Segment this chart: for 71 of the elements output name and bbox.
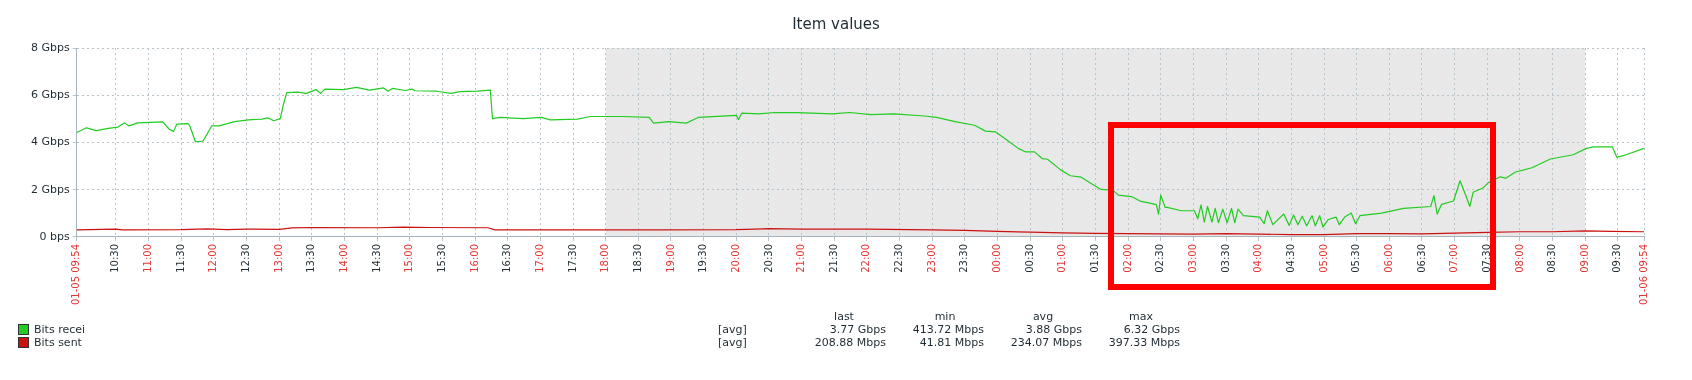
text: 41.81 Mbps (918, 336, 984, 349)
x-tick-label: 17:00 (533, 243, 545, 273)
x-tick-label: 16:30 (501, 243, 513, 273)
x-tick-label: 09:00 (1578, 243, 1590, 273)
x-tick-label: 22:30 (893, 243, 905, 273)
x-tick-label: 19:00 (664, 243, 676, 273)
text: 397.33 Mbps (1107, 336, 1180, 349)
x-tick-label: 08:30 (1546, 243, 1558, 273)
x-tick-label: 05:00 (1317, 243, 1329, 273)
x-tick-label: 06:30 (1415, 243, 1427, 273)
x-tick-label: 16:00 (468, 243, 480, 273)
x-tick-label: 20:30 (762, 243, 774, 273)
x-tick-label: 01:30 (1089, 243, 1101, 273)
text: 208.88 Mbps (813, 336, 886, 349)
x-tick-label: 09:30 (1611, 243, 1623, 273)
text: 6.32 Gbps (1122, 323, 1180, 336)
x-tick-label: 14:00 (338, 243, 350, 273)
text: 234.07 Mbps (1009, 336, 1082, 349)
x-tick-label: 21:30 (827, 243, 839, 273)
x-tick-label: 02:00 (1121, 243, 1133, 273)
y-tick-label: 6 Gbps (31, 88, 70, 102)
x-tick-label: 11:30 (174, 243, 186, 273)
y-tick-label: 4 Gbps (31, 135, 70, 149)
x-tick-label: 15:00 (403, 243, 415, 273)
x-tick-label: 01:00 (1056, 243, 1068, 273)
x-tick-label: 23:00 (925, 243, 937, 273)
x-tick-label: 13:30 (305, 243, 317, 273)
chart-title: Item values (792, 14, 881, 33)
x-tick-label: 05:30 (1350, 243, 1362, 273)
x-tick-label: 12:00 (207, 243, 219, 273)
text: max (1128, 310, 1154, 323)
x-tick-label: 02:30 (1154, 243, 1166, 273)
y-tick-label: 8 Gbps (31, 40, 70, 54)
x-tick-label: 00:30 (1023, 243, 1035, 273)
x-tick-label: 19:30 (697, 243, 709, 273)
text: [avg] (718, 323, 748, 336)
x-tick-label: 08:00 (1513, 243, 1525, 273)
text: min (933, 310, 957, 323)
text: 3.77 Gbps (828, 323, 886, 336)
x-tick-label: 07:00 (1448, 243, 1460, 273)
x-tick-label: 10:30 (109, 243, 121, 273)
x-tick-label: 01-05 09:54 (70, 243, 82, 306)
text: last (833, 310, 855, 323)
x-tick-label: 18:30 (631, 243, 643, 273)
y-tick-label: 2 Gbps (31, 182, 70, 196)
x-tick-label: 17:30 (566, 243, 578, 273)
x-tick-label: 01-06 09:54 (1637, 243, 1649, 306)
legend-label: Bits recei (34, 323, 86, 336)
x-tick-label: 03:30 (1219, 243, 1231, 273)
x-tick-label: 15:30 (436, 243, 448, 273)
text: 3.88 Gbps (1024, 323, 1082, 336)
text: 413.72 Mbps (911, 323, 984, 336)
text: [avg] (718, 336, 748, 349)
x-tick-label: 21:00 (795, 243, 807, 273)
x-tick-label: 11:00 (142, 243, 154, 273)
x-tick-label: 22:00 (860, 243, 872, 273)
x-tick-label: 18:00 (599, 243, 611, 273)
x-tick-label: 07:30 (1480, 243, 1492, 273)
x-tick-label: 20:00 (729, 243, 741, 273)
x-tick-label: 14:30 (370, 243, 382, 273)
text: avg (1031, 310, 1055, 323)
x-tick-label: 04:30 (1284, 243, 1296, 273)
x-tick-label: 13:00 (272, 243, 284, 273)
x-tick-label: 00:00 (991, 243, 1003, 273)
x-tick-label: 12:30 (240, 243, 252, 273)
x-tick-label: 04:00 (1252, 243, 1264, 273)
x-tick-label: 03:00 (1187, 243, 1198, 273)
legend-label: Bits sent (34, 336, 82, 349)
x-tick-label: 23:30 (958, 243, 970, 273)
y-tick-label: 0 bps (39, 229, 70, 243)
x-tick-label: 06:00 (1382, 243, 1394, 273)
